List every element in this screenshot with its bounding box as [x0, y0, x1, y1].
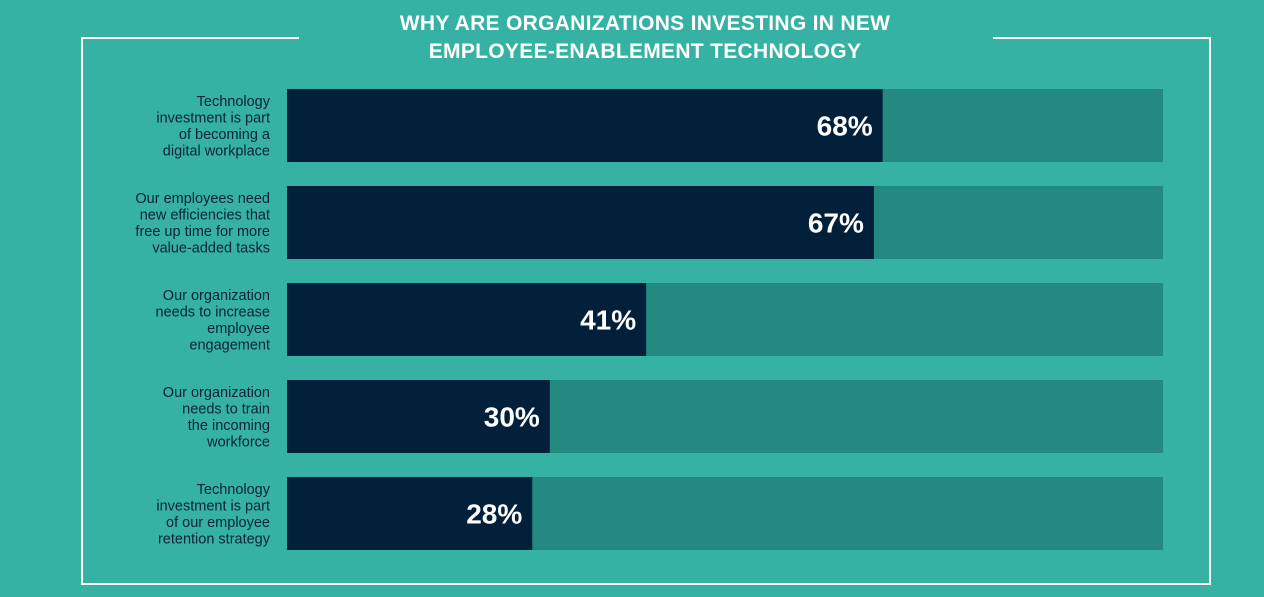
category-label-line: Our organization	[163, 385, 270, 401]
frame-right	[1209, 37, 1211, 585]
category-label-line: of our employee	[166, 515, 270, 531]
chart-title: WHY ARE ORGANIZATIONS INVESTING IN NEW E…	[300, 10, 990, 66]
data-label: 68%	[817, 111, 873, 142]
data-label: 41%	[580, 305, 636, 336]
bar-row-4: 30% Our organization needs to train the inc…	[163, 380, 1163, 453]
category-label-line: value-added tasks	[152, 240, 270, 256]
frame-top-right	[993, 37, 1211, 39]
bar	[287, 380, 550, 453]
category-label-line: investment is part	[156, 498, 270, 514]
category-label-line: workforce	[206, 434, 270, 450]
bar-row-2: 67% Our employees need new efficiencies th…	[135, 186, 1163, 259]
category-label-line: Technology	[197, 482, 271, 498]
category-label-line: new efficiencies that	[140, 207, 270, 223]
category-label-line: of becoming a	[179, 127, 271, 143]
bar-row-5: 28% Technology investment is part of our em…	[156, 477, 1163, 550]
category-label-line: retention strategy	[158, 531, 271, 547]
frame-bottom	[81, 583, 1211, 585]
category-label-line: Our employees need	[135, 191, 270, 207]
category-label: Technology investment is part of our emplo…	[156, 482, 270, 548]
category-label-line: engagement	[189, 337, 270, 353]
category-label: Technology investment is part of becoming …	[156, 94, 271, 160]
category-label-line: free up time for more	[135, 224, 270, 240]
category-label-line: needs to increase	[156, 304, 270, 320]
data-label: 28%	[466, 499, 522, 530]
frame-left	[81, 37, 83, 585]
category-label-line: digital workplace	[163, 143, 270, 159]
category-label: Our employees need new efficiencies that f…	[135, 191, 270, 257]
chart-title-line-2: EMPLOYEE-ENABLEMENT TECHNOLOGY	[428, 40, 862, 63]
category-label-line: needs to train	[182, 401, 270, 417]
category-label: Our organization needs to increase employe…	[156, 288, 270, 354]
bar	[287, 89, 883, 162]
bar	[287, 186, 874, 259]
category-label-line: the incoming	[188, 418, 270, 434]
category-label-line: investment is part	[156, 110, 270, 126]
bar-row-3: 41% Our organization needs to increase empl…	[156, 283, 1163, 356]
bar	[287, 477, 533, 550]
category-label: Our organization needs to train the incomi…	[163, 385, 270, 451]
bar	[287, 283, 647, 356]
category-label-line: Technology	[197, 94, 271, 110]
data-label: 30%	[484, 402, 540, 433]
data-label: 67%	[808, 208, 864, 239]
category-label-line: employee	[207, 321, 270, 337]
frame-top-left	[81, 37, 299, 39]
category-label-line: Our organization	[163, 288, 270, 304]
bar-row-1: 68% Technology investment is part of becomi…	[156, 89, 1163, 162]
chart-title-line-1: WHY ARE ORGANIZATIONS INVESTING IN NEW	[399, 12, 891, 35]
